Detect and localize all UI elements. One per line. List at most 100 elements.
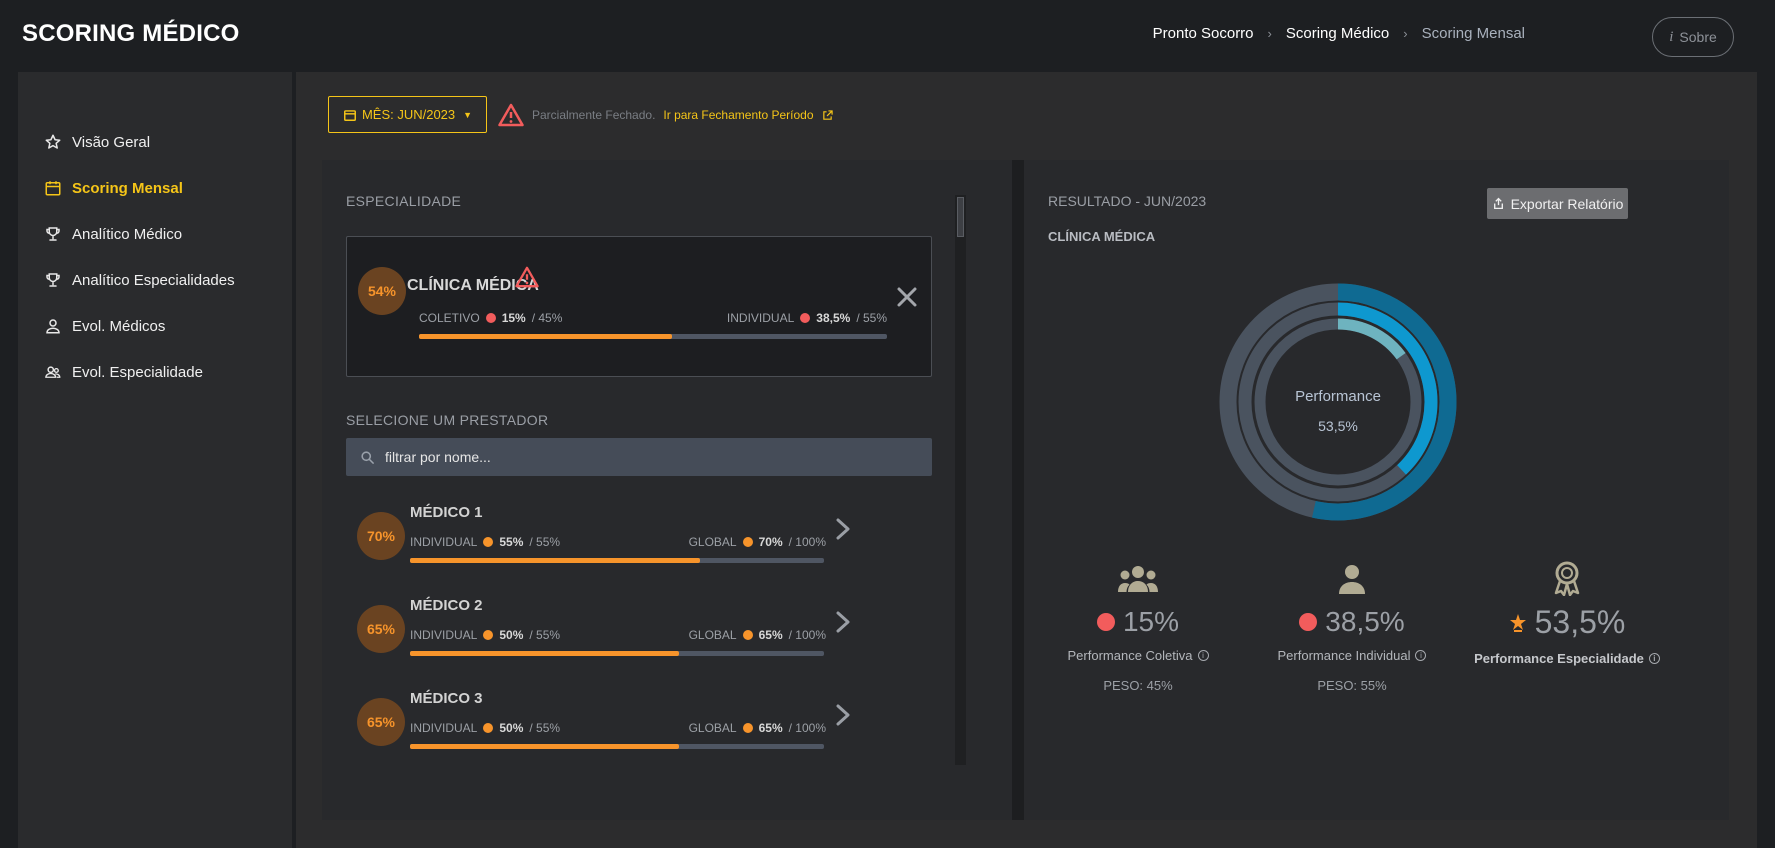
sidebar-item-evol-medicos[interactable]: Evol. Médicos <box>44 317 165 335</box>
doctor-score-badge: 70% <box>357 512 405 560</box>
coletivo-metric: COLETIVO 15% / 45% <box>419 311 562 325</box>
sidebar-item-label: Evol. Médicos <box>72 317 166 335</box>
breadcrumb-item-scoring-medico[interactable]: Scoring Médico <box>1285 25 1390 42</box>
donut-ring-arc <box>1238 302 1438 502</box>
status-dot <box>742 630 753 640</box>
scrollbar-track[interactable] <box>955 195 966 765</box>
doctor-score-badge: 65% <box>357 698 405 746</box>
about-button[interactable]: i Sobre <box>1652 17 1734 57</box>
breadcrumb-item-scoring-mensal: Scoring Mensal <box>1421 25 1525 42</box>
coletivo-max: / 45% <box>531 311 563 325</box>
individual-value: 55% <box>499 535 524 549</box>
kpi-label-text: Performance Coletiva <box>1067 648 1193 663</box>
external-link-icon[interactable] <box>822 109 833 121</box>
donut-label: Performance <box>1295 388 1381 405</box>
kpi-value-text: 53,5% <box>1534 604 1626 640</box>
specialty-card[interactable]: 54% CLÍNICA MÉDICA COLETIVO 15% / 45% IN… <box>346 236 932 377</box>
search-input[interactable] <box>385 449 905 465</box>
doctor-score-badge: 65% <box>357 605 405 653</box>
individual-label: INDIVIDUAL <box>410 535 478 549</box>
status-dot <box>1096 613 1115 631</box>
kpi-label-text: Performance Individual <box>1277 648 1411 663</box>
kpi-label: Performance Coletiva i <box>1038 648 1238 663</box>
individual-value: 38,5% <box>816 311 851 325</box>
global-label: GLOBAL <box>688 535 737 549</box>
caret-down-icon: ▼ <box>463 109 473 120</box>
progress-fill <box>410 558 700 563</box>
sidebar-item-label: Evol. Especialidade <box>72 363 203 381</box>
month-label: MÊS: JUN/2023 <box>361 107 456 122</box>
close-period-link[interactable]: Ir para Fechamento Período <box>663 108 814 122</box>
global-label: GLOBAL <box>688 721 737 735</box>
search-box[interactable] <box>346 438 932 476</box>
individual-max: / 55% <box>856 311 887 325</box>
sidebar-item-label: Visão Geral <box>72 133 151 151</box>
individual-label: INDIVIDUAL <box>726 311 795 325</box>
kpi-individual: 38,5% Performance Individual i PESO: 55% <box>1252 564 1452 693</box>
list-item[interactable]: 70% MÉDICO 1 INDIVIDUAL 55% / 55% GLOBAL… <box>346 504 936 574</box>
info-icon[interactable]: i <box>1415 650 1427 661</box>
chevron-right-icon[interactable] <box>834 517 852 541</box>
individual-metric: INDIVIDUAL 50% / 55% <box>410 721 560 735</box>
kpi-value: 53,5% <box>1457 604 1677 641</box>
month-selector[interactable]: MÊS: JUN/2023 ▼ <box>328 96 487 133</box>
global-metric: GLOBAL 65% / 100% <box>689 628 826 642</box>
sidebar-item-evol-especialidade[interactable]: Evol. Especialidade <box>44 363 203 381</box>
global-value: 65% <box>758 721 783 735</box>
performance-donut-chart: Performance 53,5% <box>1218 282 1458 522</box>
individual-metric: INDIVIDUAL 38,5% / 55% <box>727 311 887 325</box>
global-value: 70% <box>758 535 783 549</box>
close-icon[interactable] <box>895 285 919 309</box>
global-max: / 100% <box>788 535 826 549</box>
individual-value: 50% <box>499 628 524 642</box>
result-specialty: CLÍNICA MÉDICA <box>1048 229 1156 244</box>
individual-label: INDIVIDUAL <box>410 628 478 642</box>
global-metric: GLOBAL 65% / 100% <box>689 721 826 735</box>
sidebar-item-scoring-mensal[interactable]: Scoring Mensal <box>44 179 183 197</box>
calendar-icon <box>343 109 356 121</box>
kpi-label-text: Performance Especialidade <box>1474 651 1644 666</box>
kpi-weight: PESO: 55% <box>1317 678 1387 693</box>
individual-metric: INDIVIDUAL 55% / 55% <box>410 535 560 549</box>
scrollbar-thumb[interactable] <box>957 197 964 237</box>
specialty-score-badge: 54% <box>358 267 406 315</box>
status-dot <box>742 723 753 733</box>
status-dot <box>485 313 496 323</box>
sidebar-item-analitico-especialidades[interactable]: Analítico Especialidades <box>44 271 235 289</box>
coletivo-value: 15% <box>501 311 526 325</box>
list-item[interactable]: 65% MÉDICO 3 INDIVIDUAL 50% / 55% GLOBAL… <box>346 690 936 760</box>
progress-fill <box>419 334 672 339</box>
sidebar-item-label: Scoring Mensal <box>72 179 183 197</box>
kpi-value-text: 15% <box>1122 606 1180 637</box>
status-dot <box>1299 613 1318 631</box>
individual-label: INDIVIDUAL <box>410 721 478 735</box>
status-dot <box>483 630 494 640</box>
individual-value: 50% <box>499 721 524 735</box>
chevron-right-icon[interactable] <box>834 610 852 634</box>
individual-max: / 55% <box>529 535 561 549</box>
kpi-label: Performance Individual i <box>1252 648 1452 663</box>
info-icon: i <box>1669 28 1674 45</box>
about-label: Sobre <box>1679 29 1717 45</box>
sidebar-item-analitico-medico[interactable]: Analítico Médico <box>44 225 182 243</box>
global-max: / 100% <box>788 628 826 642</box>
kpi-weight: PESO: 45% <box>1103 678 1173 693</box>
status-dot <box>483 723 494 733</box>
warning-icon <box>498 103 524 127</box>
kpi-specialty: 53,5% Performance Especialidade i <box>1457 560 1677 666</box>
list-item[interactable]: 65% MÉDICO 2 INDIVIDUAL 50% / 55% GLOBAL… <box>346 597 936 667</box>
global-label: GLOBAL <box>688 628 737 642</box>
breadcrumb-item-pronto-socorro[interactable]: Pronto Socorro <box>1152 25 1254 42</box>
donut-ring-arc <box>1219 283 1457 521</box>
donut-ring-arc <box>1254 318 1422 486</box>
info-icon[interactable]: i <box>1197 650 1209 661</box>
info-icon[interactable]: i <box>1648 653 1660 664</box>
panel-divider <box>1012 160 1024 820</box>
export-report-button[interactable]: Exportar Relatório <box>1487 188 1628 219</box>
chevron-right-icon[interactable] <box>834 703 852 727</box>
sidebar-item-visao-geral[interactable]: Visão Geral <box>44 133 150 151</box>
global-value: 65% <box>758 628 783 642</box>
users-icon <box>45 366 61 378</box>
individual-metric: INDIVIDUAL 50% / 55% <box>410 628 560 642</box>
doctor-name: MÉDICO 3 <box>410 690 483 707</box>
